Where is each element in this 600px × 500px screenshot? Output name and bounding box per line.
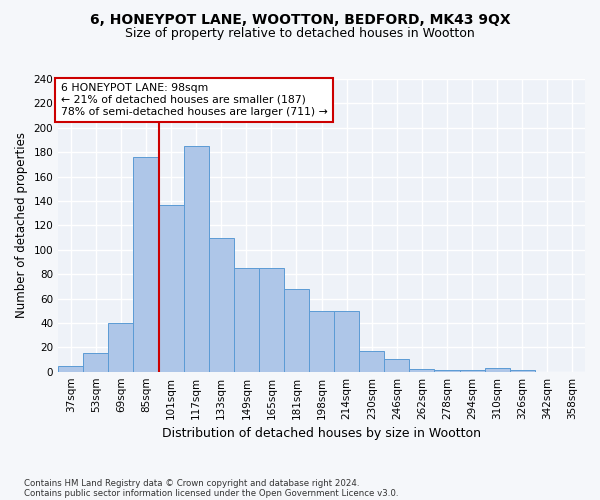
Bar — [309, 310, 334, 372]
X-axis label: Distribution of detached houses by size in Wootton: Distribution of detached houses by size … — [162, 427, 481, 440]
Bar — [510, 370, 535, 372]
Text: 6, HONEYPOT LANE, WOOTTON, BEDFORD, MK43 9QX: 6, HONEYPOT LANE, WOOTTON, BEDFORD, MK43… — [89, 12, 511, 26]
Bar — [209, 238, 234, 372]
Bar — [109, 323, 133, 372]
Text: Contains HM Land Registry data © Crown copyright and database right 2024.: Contains HM Land Registry data © Crown c… — [24, 478, 359, 488]
Bar — [359, 351, 385, 372]
Bar — [83, 354, 109, 372]
Bar — [409, 369, 434, 372]
Bar — [460, 370, 485, 372]
Bar — [284, 289, 309, 372]
Bar — [259, 268, 284, 372]
Bar — [234, 268, 259, 372]
Text: Size of property relative to detached houses in Wootton: Size of property relative to detached ho… — [125, 28, 475, 40]
Text: 6 HONEYPOT LANE: 98sqm
← 21% of detached houses are smaller (187)
78% of semi-de: 6 HONEYPOT LANE: 98sqm ← 21% of detached… — [61, 84, 328, 116]
Bar — [434, 370, 460, 372]
Bar — [58, 366, 83, 372]
Text: Contains public sector information licensed under the Open Government Licence v3: Contains public sector information licen… — [24, 488, 398, 498]
Bar — [158, 204, 184, 372]
Y-axis label: Number of detached properties: Number of detached properties — [15, 132, 28, 318]
Bar — [485, 368, 510, 372]
Bar — [133, 157, 158, 372]
Bar — [184, 146, 209, 372]
Bar — [385, 360, 409, 372]
Bar — [334, 310, 359, 372]
